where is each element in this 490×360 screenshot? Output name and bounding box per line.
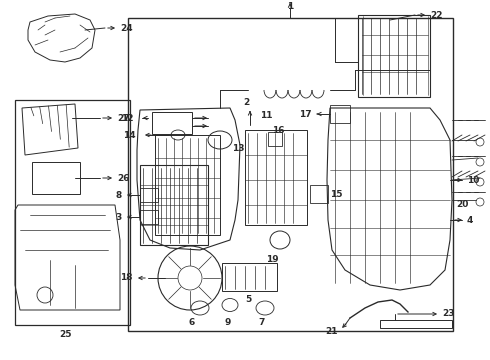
Text: 15: 15	[330, 189, 343, 198]
Text: 27: 27	[117, 113, 130, 122]
Text: 1: 1	[287, 2, 293, 11]
Bar	[140, 165, 208, 245]
Text: 26: 26	[117, 174, 129, 183]
Text: 24: 24	[120, 23, 133, 32]
Text: 4: 4	[467, 216, 473, 225]
Bar	[152, 112, 192, 134]
Bar	[140, 188, 158, 202]
Bar	[245, 130, 307, 225]
Text: 12: 12	[122, 113, 134, 122]
Bar	[380, 320, 452, 328]
Text: 17: 17	[299, 109, 312, 118]
Text: 13: 13	[232, 144, 245, 153]
Text: 20: 20	[456, 200, 468, 209]
Text: 23: 23	[442, 310, 455, 319]
Text: 10: 10	[467, 176, 479, 185]
Text: 3: 3	[116, 212, 122, 221]
Text: 11: 11	[260, 111, 272, 120]
Bar	[140, 210, 158, 224]
Bar	[32, 162, 80, 194]
Text: 5: 5	[245, 295, 251, 304]
Text: 25: 25	[59, 330, 71, 339]
Text: 18: 18	[121, 274, 133, 283]
Text: 9: 9	[225, 318, 231, 327]
Text: 16: 16	[272, 126, 285, 135]
Bar	[222, 263, 277, 291]
Text: 7: 7	[259, 318, 265, 327]
Text: 19: 19	[266, 255, 278, 264]
Text: 14: 14	[123, 131, 136, 140]
Bar	[15, 100, 130, 325]
Bar	[128, 18, 453, 331]
Bar	[310, 185, 328, 203]
Bar	[268, 132, 282, 146]
Text: 8: 8	[116, 190, 122, 199]
Text: 21: 21	[325, 328, 338, 337]
Text: 6: 6	[189, 318, 195, 327]
Text: 22: 22	[430, 10, 442, 19]
Bar	[358, 15, 430, 97]
Bar	[155, 135, 220, 235]
Bar	[330, 105, 350, 123]
Text: 2: 2	[243, 98, 249, 107]
